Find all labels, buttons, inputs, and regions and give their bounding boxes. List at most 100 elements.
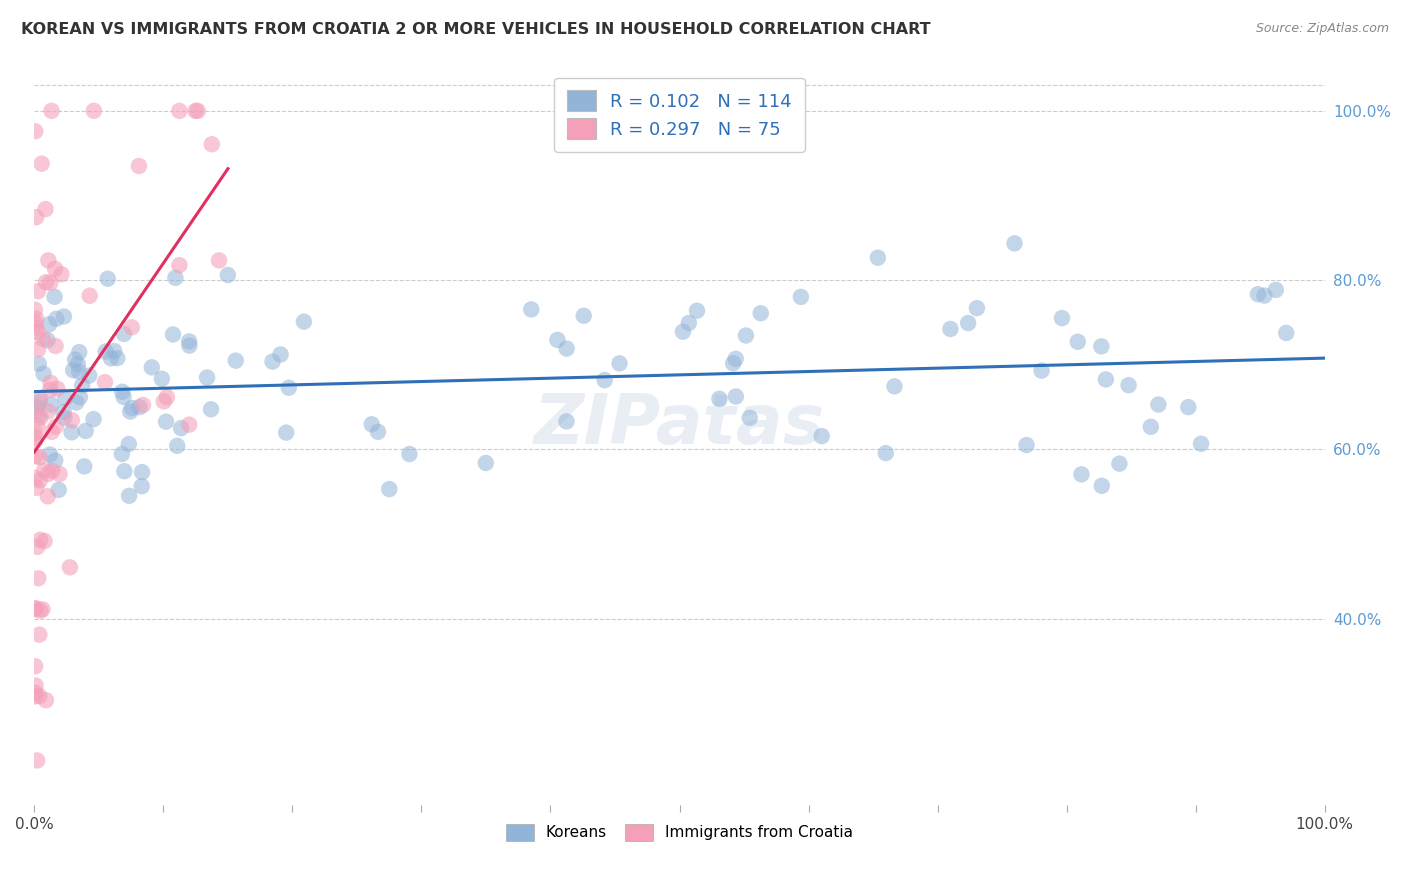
- Point: [1090, 339, 1112, 353]
- Point: [41, 103, 63, 118]
- Point: [63, 352, 86, 367]
- Point: [28, 357, 51, 371]
- Point: [59, 560, 82, 574]
- Point: [27, 540, 49, 554]
- Point: [187, 103, 209, 118]
- Point: [132, 398, 155, 412]
- Point: [166, 439, 188, 453]
- Point: [120, 404, 142, 418]
- Point: [112, 326, 135, 341]
- Point: [118, 437, 141, 451]
- Point: [28, 395, 51, 409]
- Point: [31, 156, 53, 170]
- Point: [810, 429, 832, 443]
- Point: [62, 363, 84, 377]
- Point: [1118, 378, 1140, 392]
- Point: [46, 382, 69, 396]
- Point: [678, 316, 700, 330]
- Point: [555, 342, 578, 356]
- Point: [30, 604, 52, 618]
- Point: [292, 315, 315, 329]
- Point: [28, 627, 51, 641]
- Point: [32, 463, 55, 477]
- Point: [111, 447, 134, 461]
- Point: [39, 376, 62, 390]
- Point: [35, 275, 58, 289]
- Point: [39, 276, 62, 290]
- Text: ZIPatas: ZIPatas: [534, 391, 825, 458]
- Point: [28, 474, 51, 488]
- Point: [34, 202, 56, 216]
- Point: [77, 368, 100, 383]
- Point: [749, 306, 772, 320]
- Point: [1050, 311, 1073, 326]
- Point: [217, 268, 239, 282]
- Point: [1067, 334, 1090, 349]
- Point: [31, 332, 53, 346]
- Point: [225, 353, 247, 368]
- Point: [128, 400, 150, 414]
- Point: [100, 351, 122, 366]
- Point: [28, 450, 51, 465]
- Point: [27, 342, 49, 356]
- Point: [24, 124, 46, 138]
- Point: [169, 258, 191, 272]
- Point: [25, 400, 48, 414]
- Point: [128, 159, 150, 173]
- Point: [200, 402, 222, 417]
- Point: [1147, 398, 1170, 412]
- Point: [41, 425, 63, 439]
- Point: [957, 316, 980, 330]
- Point: [520, 302, 543, 317]
- Point: [360, 417, 382, 432]
- Point: [24, 686, 46, 700]
- Point: [66, 357, 89, 371]
- Point: [24, 302, 46, 317]
- Point: [37, 467, 59, 481]
- Point: [208, 253, 231, 268]
- Point: [37, 333, 59, 347]
- Point: [1091, 479, 1114, 493]
- Point: [724, 389, 747, 403]
- Point: [118, 489, 141, 503]
- Point: [25, 753, 48, 767]
- Point: [39, 383, 62, 397]
- Point: [155, 415, 177, 429]
- Point: [131, 479, 153, 493]
- Point: [97, 271, 120, 285]
- Point: [270, 347, 292, 361]
- Point: [1108, 457, 1130, 471]
- Point: [45, 419, 67, 434]
- Point: [30, 533, 52, 547]
- Point: [262, 354, 284, 368]
- Point: [24, 317, 46, 331]
- Point: [709, 392, 731, 406]
- Point: [25, 418, 48, 433]
- Point: [27, 571, 49, 585]
- Point: [724, 351, 747, 366]
- Point: [45, 311, 67, 326]
- Point: [53, 410, 76, 425]
- Point: [73, 459, 96, 474]
- Point: [35, 693, 58, 707]
- Point: [179, 417, 201, 432]
- Point: [121, 401, 143, 415]
- Point: [24, 471, 46, 485]
- Point: [39, 398, 62, 412]
- Point: [1275, 326, 1298, 340]
- Point: [52, 405, 75, 419]
- Point: [67, 345, 90, 359]
- Point: [121, 320, 143, 334]
- Point: [44, 261, 66, 276]
- Point: [555, 414, 578, 428]
- Point: [866, 251, 889, 265]
- Point: [276, 425, 298, 440]
- Point: [27, 326, 49, 340]
- Point: [60, 413, 83, 427]
- Point: [44, 453, 66, 467]
- Point: [25, 311, 48, 326]
- Point: [79, 289, 101, 303]
- Point: [131, 465, 153, 479]
- Point: [24, 434, 46, 448]
- Point: [24, 425, 46, 440]
